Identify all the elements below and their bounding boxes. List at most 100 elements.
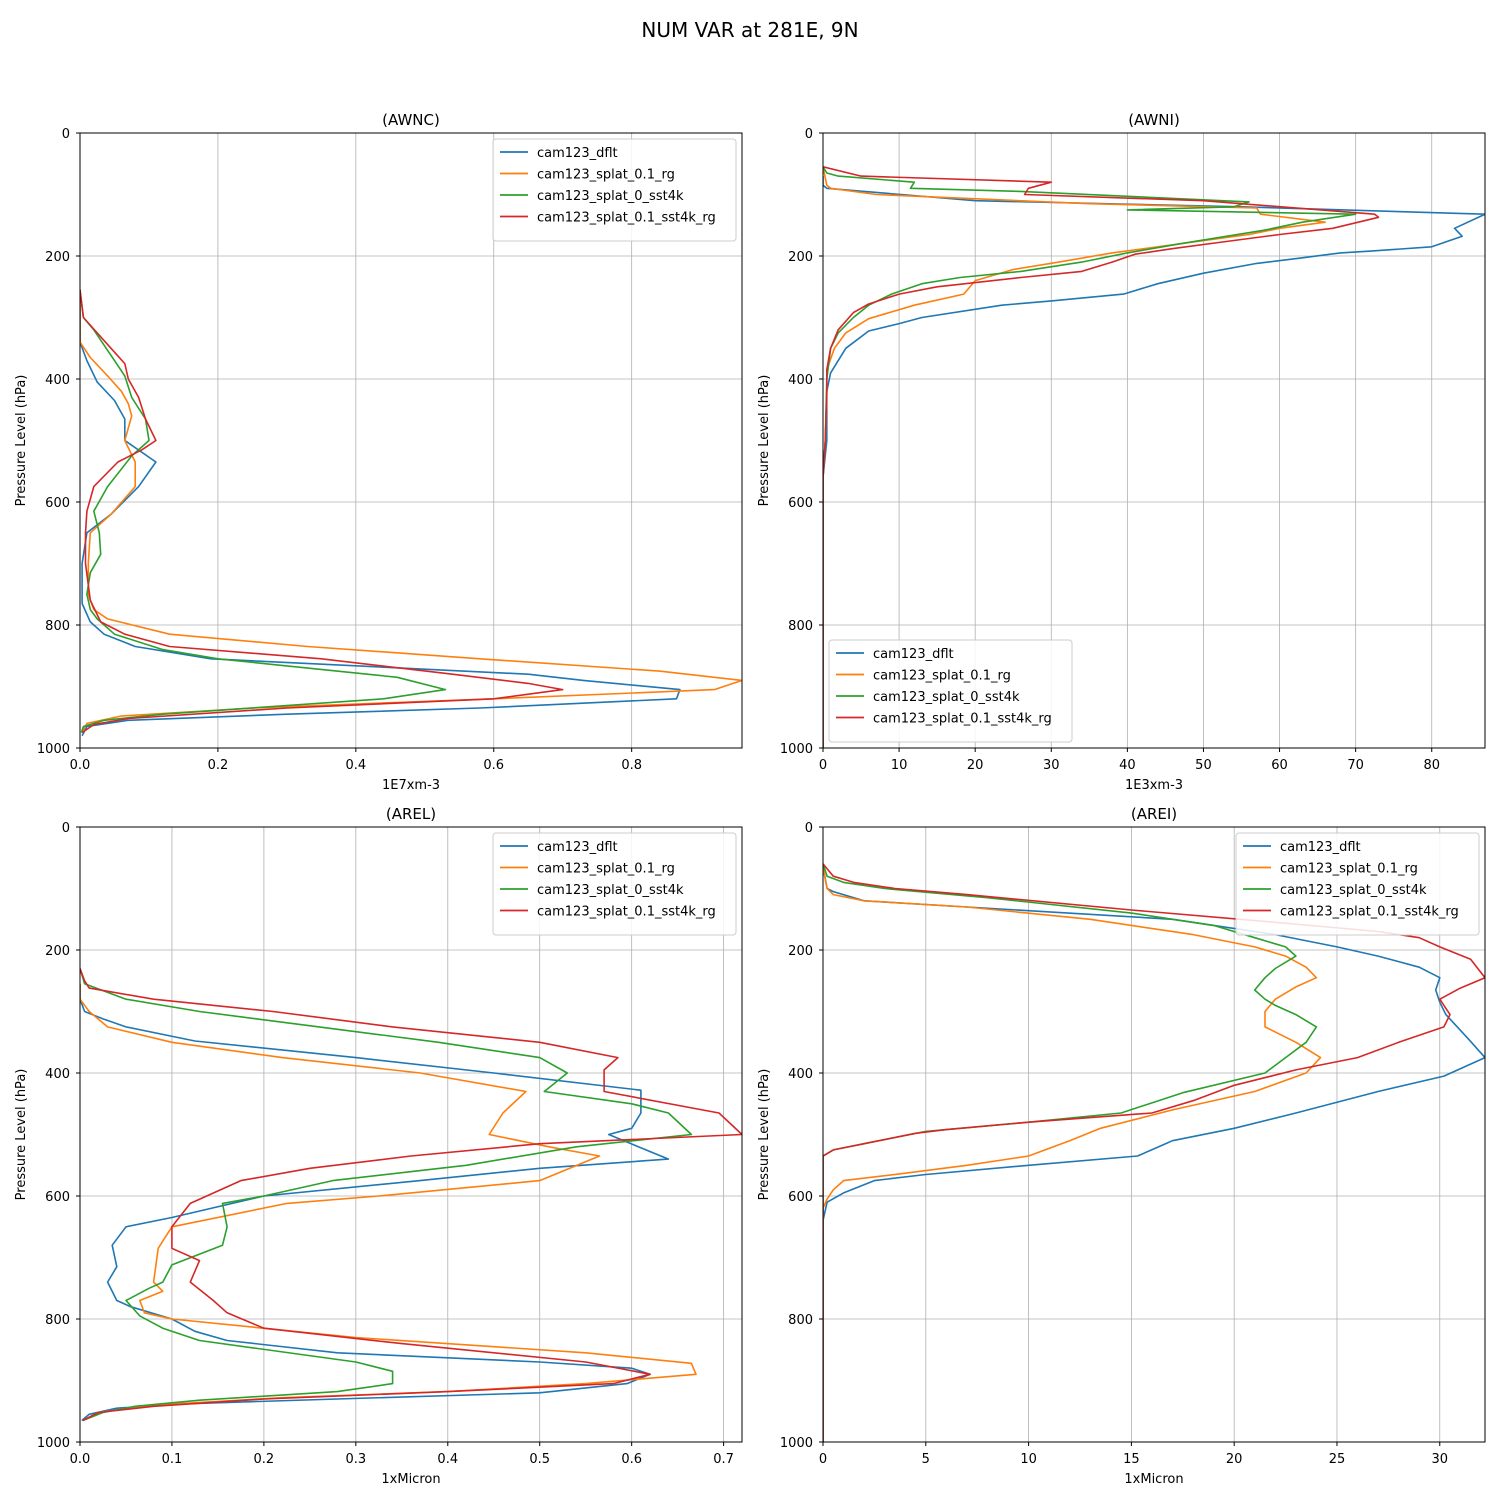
y-tick-label: 600 bbox=[788, 496, 813, 511]
x-tick-label: 30 bbox=[1043, 758, 1060, 773]
y-tick-label: 400 bbox=[788, 373, 813, 388]
legend-box bbox=[828, 639, 1073, 743]
y-axis-label: Pressure Level (hPa) bbox=[757, 375, 772, 507]
series-line-cam123_splat_0.1_sst4k_rg bbox=[80, 289, 564, 734]
series-line-cam123_splat_0.1_rg bbox=[80, 983, 697, 1422]
legend-label: cam123_splat_0_sst4k bbox=[873, 690, 1020, 705]
legend-label: cam123_splat_0.1_rg bbox=[1280, 862, 1418, 877]
x-tick-label: 15 bbox=[1123, 1452, 1140, 1467]
x-tick-label: 0.8 bbox=[621, 758, 642, 773]
panel-title: (AREI) bbox=[1131, 805, 1177, 823]
series-line-cam123_splat_0.1_sst4k_rg bbox=[823, 166, 1380, 748]
y-tick-label: 0 bbox=[805, 127, 813, 142]
series-line-cam123_splat_0.1_rg bbox=[80, 289, 742, 733]
x-tick-label: 20 bbox=[967, 758, 984, 773]
chart-panel-2: 0 10 20 30 40 50 60 70 8002004006008001000(AWNI)… bbox=[757, 111, 1486, 793]
legend-label: cam123_dflt bbox=[537, 146, 618, 161]
x-tick-label: 0.4 bbox=[345, 758, 366, 773]
x-tick-label: 80 bbox=[1423, 758, 1440, 773]
series-group bbox=[80, 968, 742, 1422]
legend-label: cam123_splat_0_sst4k bbox=[537, 883, 684, 898]
legend-box bbox=[492, 138, 737, 242]
series-line-cam123_dflt bbox=[823, 176, 1485, 748]
series-line-cam123_splat_0.1_sst4k_rg bbox=[823, 863, 1485, 1442]
y-tick-label: 1000 bbox=[780, 742, 813, 757]
y-tick-label: 1000 bbox=[37, 1436, 70, 1451]
legend-label: cam123_splat_0.1_sst4k_rg bbox=[873, 712, 1052, 727]
x-tick-label: 50 bbox=[1195, 758, 1212, 773]
y-tick-label: 600 bbox=[45, 496, 70, 511]
x-axis-label: 1E7xm-3 bbox=[382, 778, 440, 793]
y-tick-label: 800 bbox=[45, 1313, 70, 1328]
chart-panels: 0.0 0.2 0.4 0.6 0.802004006008001000(AWNC)1E… bbox=[14, 111, 1486, 1487]
chart-panel-4: 0 5 10 15 20 25 30 0 200 400 600 800 1000 (AREI) 1xMic… bbox=[757, 805, 1486, 1487]
series-group bbox=[823, 863, 1485, 1442]
legend-box bbox=[492, 832, 737, 936]
legend: cam123_dflt cam123_splat_0.1_rg cam123_spl… bbox=[492, 832, 737, 936]
x-tick-label: 70 bbox=[1347, 758, 1364, 773]
x-axis-label: 1xMicron bbox=[381, 1472, 440, 1487]
legend-label: cam123_dflt bbox=[873, 647, 954, 662]
x-tick-label: 0.3 bbox=[345, 1452, 366, 1467]
legend-label: cam123_splat_0_sst4k bbox=[1280, 883, 1427, 898]
y-tick-label: 800 bbox=[45, 619, 70, 634]
x-tick-label: 5 bbox=[922, 1452, 930, 1467]
x-tick-label: 20 bbox=[1226, 1452, 1243, 1467]
x-axis-label: 1xMicron bbox=[1124, 1472, 1183, 1487]
legend-label: cam123_splat_0.1_sst4k_rg bbox=[537, 905, 716, 920]
chart-panel-1: 0.0 0.2 0.4 0.6 0.8 0 200 400 600 800 1000 (AWNC) 1E… bbox=[14, 111, 743, 793]
y-tick-label: 200 bbox=[788, 250, 813, 265]
y-axis-label: Pressure Level (hPa) bbox=[757, 1069, 772, 1201]
legend-label: cam123_dflt bbox=[1280, 840, 1361, 855]
series-line-cam123_splat_0_sst4k bbox=[80, 289, 447, 733]
x-tick-label: 0.4 bbox=[437, 1452, 458, 1467]
y-tick-label: 800 bbox=[788, 619, 813, 634]
x-tick-label: 0.0 bbox=[70, 758, 91, 773]
series-group bbox=[823, 166, 1485, 748]
x-tick-label: 0.6 bbox=[621, 1452, 642, 1467]
x-tick-label: 0.1 bbox=[162, 1452, 183, 1467]
legend-label: cam123_splat_0.1_rg bbox=[873, 669, 1011, 684]
legend-label: cam123_splat_0.1_rg bbox=[537, 168, 675, 183]
legend: cam123_dflt cam123_splat_0.1_rg cam123_spl… bbox=[828, 639, 1073, 743]
y-tick-label: 400 bbox=[45, 1067, 70, 1082]
legend-label: cam123_splat_0.1_sst4k_rg bbox=[1280, 905, 1459, 920]
panel-title: (AWNC) bbox=[382, 111, 440, 129]
series-line-cam123_dflt bbox=[823, 866, 1485, 1442]
x-tick-label: 0.2 bbox=[208, 758, 229, 773]
panel-title: (AREL) bbox=[386, 805, 436, 823]
series-line-cam123_dflt bbox=[80, 983, 670, 1422]
x-tick-label: 10 bbox=[1020, 1452, 1037, 1467]
y-tick-label: 400 bbox=[45, 373, 70, 388]
x-tick-label: 30 bbox=[1431, 1452, 1448, 1467]
x-tick-label: 10 bbox=[891, 758, 908, 773]
y-tick-label: 1000 bbox=[780, 1436, 813, 1451]
x-tick-label: 40 bbox=[1119, 758, 1136, 773]
legend-label: cam123_splat_0.1_sst4k_rg bbox=[537, 211, 716, 226]
x-tick-label: 0.2 bbox=[254, 1452, 275, 1467]
figure-title: NUM VAR at 281E, 9N bbox=[641, 18, 858, 42]
y-tick-label: 1000 bbox=[37, 742, 70, 757]
y-tick-label: 600 bbox=[45, 1190, 70, 1205]
series-group bbox=[80, 289, 742, 737]
y-axis-label: Pressure Level (hPa) bbox=[14, 375, 29, 507]
y-axis-label: Pressure Level (hPa) bbox=[14, 1069, 29, 1201]
series-line-cam123_splat_0.1_rg bbox=[823, 866, 1322, 1442]
legend-label: cam123_splat_0.1_rg bbox=[537, 862, 675, 877]
legend: cam123_dflt cam123_splat_0.1_rg cam123_spl… bbox=[1235, 832, 1480, 936]
chart-panel-3: 0.0 0.1 0.2 0.3 0.4 0.5 0.6 0.7 0 200 400 600 800 100… bbox=[14, 805, 743, 1487]
y-tick-label: 0 bbox=[62, 127, 70, 142]
legend-label: cam123_dflt bbox=[537, 840, 618, 855]
series-line-cam123_splat_0.1_sst4k_rg bbox=[80, 968, 742, 1422]
x-tick-label: 0 bbox=[819, 1452, 827, 1467]
axes-frame bbox=[79, 132, 743, 749]
x-axis-label: 1E3xm-3 bbox=[1125, 778, 1183, 793]
x-tick-label: 0 bbox=[819, 758, 827, 773]
series-line-cam123_dflt bbox=[80, 289, 681, 737]
y-tick-label: 200 bbox=[45, 250, 70, 265]
axes-frame bbox=[822, 132, 1486, 749]
panel-title: (AWNI) bbox=[1128, 111, 1180, 129]
axes-frame bbox=[79, 826, 743, 1443]
x-tick-label: 0.0 bbox=[70, 1452, 91, 1467]
